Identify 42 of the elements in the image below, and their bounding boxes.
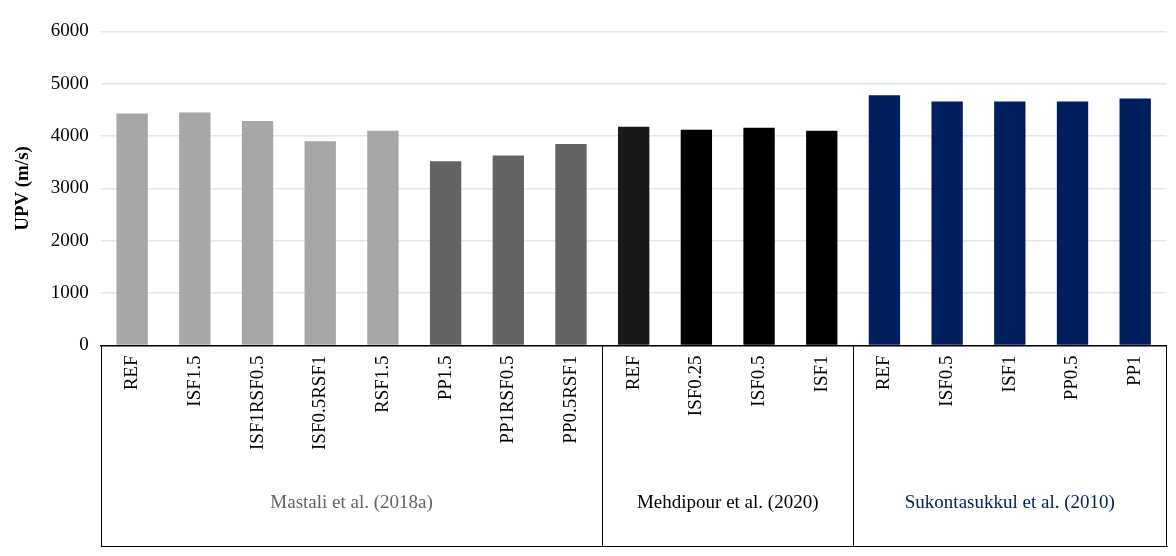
x-tick-label: ISF0.5 [935,355,957,407]
x-tick-label: RSF1.5 [370,355,392,414]
bar [241,120,274,345]
y-axis-title: UPV (m/s) [11,146,34,231]
text: Mastali et al. (2018a) [270,490,433,513]
x-tick-label: PP1.5 [433,355,455,401]
y-tick-label: 3000 [50,176,89,198]
x-tick-label: ISF1 [809,355,831,393]
x-tick-label: ISF1RSF0.5 [245,355,267,451]
bar [931,101,963,345]
x-tick-label: PP0.5 [1060,355,1082,401]
text: Sukontasukkul et al. (2010) [904,490,1115,513]
x-tick-label: REF [120,355,142,391]
x-tick-label: REF [621,355,643,391]
bar [994,101,1026,345]
x-tick-label: ISF1 [997,355,1019,393]
bar [868,95,901,345]
x-tick-label: PP1 [1123,355,1145,387]
bar [1056,101,1089,345]
bar [1119,98,1151,345]
y-tick-label: 1000 [50,281,89,303]
x-tick-label: ISF0.5RSF1 [308,355,330,451]
bar [116,113,148,345]
y-tick-label: 4000 [50,124,89,146]
x-tick-label: ISF0.25 [684,355,706,417]
bar [492,155,524,345]
x-tick-label: PP0.5RSF1 [558,355,580,444]
bar [555,143,587,345]
x-tick-label: PP1RSF0.5 [496,355,518,444]
y-tick-label: 0 [79,333,89,355]
y-tick-label: 6000 [50,19,89,41]
x-tick-label: REF [872,355,894,391]
bar [304,141,336,345]
bar [618,126,650,345]
text: Mehdipour et al. (2020) [636,490,819,513]
bar [179,112,211,345]
y-tick-label: 2000 [50,228,89,250]
x-tick-label: ISF0.5 [747,355,769,407]
y-tick-label: 5000 [50,71,89,93]
bar [367,130,399,345]
bar [429,161,462,345]
x-tick-label: ISF1.5 [182,355,204,407]
